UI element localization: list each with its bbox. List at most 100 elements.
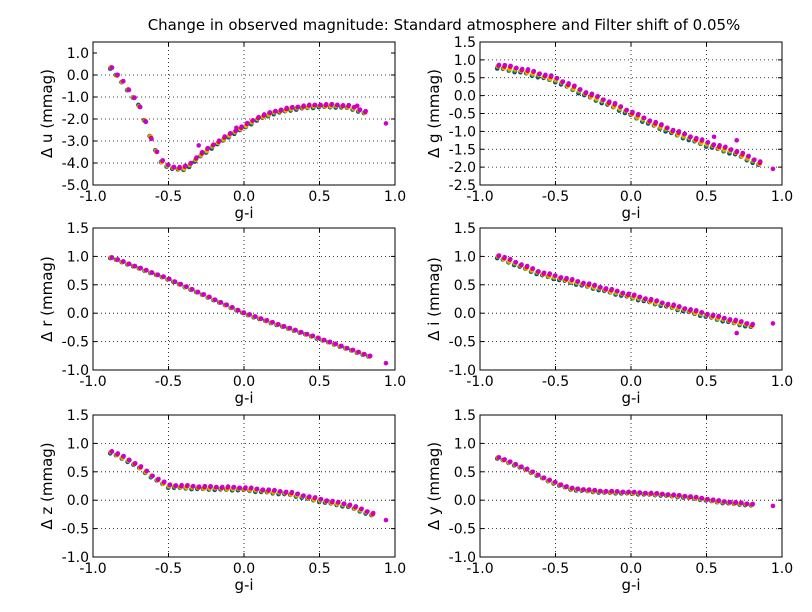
y-tick-label: -1.0 bbox=[449, 550, 476, 566]
data-point bbox=[530, 266, 536, 271]
data-point bbox=[310, 333, 316, 339]
data-point bbox=[543, 72, 548, 78]
data-point bbox=[121, 78, 126, 84]
y-tick-label: -0.5 bbox=[62, 335, 89, 351]
data-point bbox=[746, 153, 751, 159]
x-tick-label: 1.0 bbox=[384, 374, 406, 390]
y-tick-label: -2.0 bbox=[449, 160, 476, 176]
data-point bbox=[237, 485, 243, 491]
y-tick-label: -0.5 bbox=[449, 335, 476, 351]
data-point bbox=[322, 337, 327, 343]
data-point bbox=[356, 349, 362, 355]
data-point bbox=[359, 506, 364, 512]
data-point bbox=[214, 484, 219, 490]
y-tick-label: -2.0 bbox=[62, 112, 89, 128]
data-point bbox=[260, 487, 266, 492]
x-tick-label: 1.0 bbox=[771, 561, 793, 577]
data-point bbox=[179, 482, 184, 488]
data-point bbox=[185, 482, 190, 488]
data-point bbox=[699, 310, 705, 315]
data-point bbox=[284, 105, 290, 111]
data-point bbox=[149, 270, 155, 275]
y-tick-label: 1.0 bbox=[454, 436, 476, 452]
data-point bbox=[270, 319, 275, 325]
y-axis-label: Δ r (mmag) bbox=[38, 256, 56, 342]
data-point bbox=[575, 486, 581, 492]
y-axis-label: Δ u (mmag) bbox=[38, 69, 56, 158]
y-tick-label: 0.5 bbox=[67, 465, 89, 481]
data-point bbox=[566, 81, 571, 86]
data-point bbox=[699, 495, 705, 501]
x-tick-label: -0.5 bbox=[155, 561, 182, 577]
data-point bbox=[199, 149, 205, 155]
x-tick-label: 0.0 bbox=[620, 189, 642, 205]
data-point-outlier bbox=[711, 134, 717, 140]
data-point bbox=[109, 449, 115, 454]
data-point bbox=[647, 118, 653, 123]
subplot-r: -1.0 -0.5 0.0 0.5 1.0 -1.0 -0.5 0.0 0.5 1.0 1.5 g-i… bbox=[38, 221, 406, 407]
data-point bbox=[601, 97, 606, 102]
y-tick-label: -5.0 bbox=[62, 178, 89, 194]
data-point bbox=[167, 482, 173, 487]
data-point bbox=[643, 490, 648, 496]
data-point bbox=[247, 312, 253, 317]
data-point bbox=[699, 137, 705, 142]
data-point bbox=[554, 75, 560, 81]
data-point bbox=[560, 79, 566, 84]
y-tick-label: 1.0 bbox=[67, 436, 89, 452]
data-point bbox=[705, 496, 710, 502]
data-point bbox=[716, 313, 722, 319]
data-point-outlier bbox=[383, 121, 389, 126]
y-tick-label: -4.0 bbox=[62, 156, 89, 172]
data-point bbox=[688, 134, 693, 140]
data-point bbox=[740, 150, 746, 156]
data-point bbox=[536, 269, 541, 274]
data-point bbox=[241, 310, 247, 315]
data-point bbox=[641, 115, 647, 121]
data-point bbox=[341, 501, 347, 507]
data-point bbox=[502, 457, 507, 462]
data-point bbox=[194, 155, 199, 160]
data-point bbox=[626, 291, 631, 297]
data-point bbox=[132, 95, 137, 100]
data-point bbox=[183, 163, 188, 169]
data-point bbox=[173, 483, 179, 488]
data-point bbox=[541, 270, 547, 276]
data-point bbox=[598, 488, 603, 494]
data-point bbox=[519, 262, 524, 267]
data-point bbox=[218, 300, 224, 305]
y-tick-label: 1.5 bbox=[454, 35, 476, 51]
data-point bbox=[717, 143, 722, 148]
data-point-outlier bbox=[770, 503, 776, 509]
data-point bbox=[648, 490, 654, 496]
data-point bbox=[295, 104, 301, 110]
data-point bbox=[636, 111, 641, 117]
data-point bbox=[224, 302, 230, 307]
data-point bbox=[156, 476, 161, 482]
data-point bbox=[190, 483, 196, 489]
data-point bbox=[188, 160, 194, 166]
y-tick-label: -1.0 bbox=[62, 363, 89, 379]
data-point bbox=[508, 256, 513, 262]
data-point bbox=[502, 62, 508, 68]
data-point bbox=[144, 267, 149, 273]
y-tick-label: 1.5 bbox=[454, 221, 476, 237]
data-point bbox=[750, 321, 756, 327]
data-point bbox=[541, 475, 547, 480]
data-point bbox=[615, 489, 620, 494]
data-point bbox=[570, 276, 575, 282]
x-tick-label: 0.0 bbox=[233, 189, 255, 205]
data-point bbox=[547, 477, 553, 483]
data-point bbox=[138, 265, 144, 271]
data-point bbox=[287, 325, 293, 331]
data-point bbox=[250, 118, 256, 123]
data-point bbox=[694, 308, 699, 313]
data-point bbox=[264, 318, 270, 323]
data-point bbox=[115, 72, 120, 78]
data-point bbox=[143, 119, 149, 125]
data-point bbox=[592, 282, 598, 288]
data-point bbox=[243, 485, 248, 490]
x-axis-label: g-i bbox=[621, 576, 640, 594]
data-point bbox=[254, 486, 260, 492]
